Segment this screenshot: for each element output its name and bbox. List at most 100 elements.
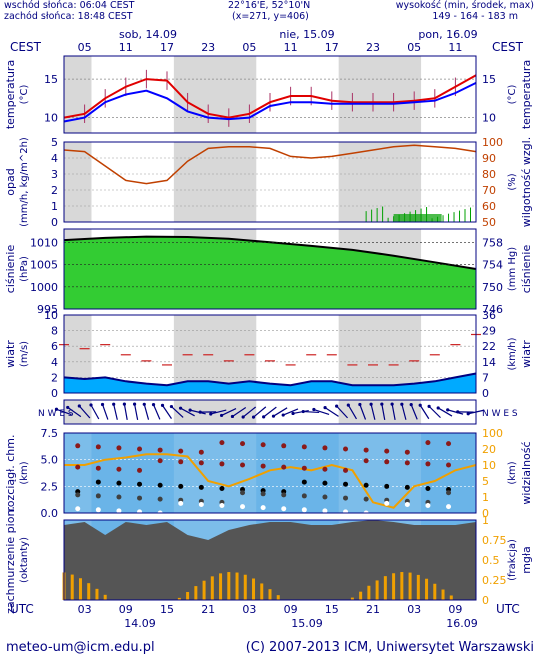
- compass-right: N W E S: [482, 409, 518, 419]
- panel-left-title: rozciągł. chm.: [4, 435, 17, 512]
- wind-kmh-tick: 7: [482, 371, 489, 384]
- panel-right-title: widzialność: [520, 441, 533, 504]
- wind-arrow-head: [446, 408, 450, 412]
- cloud-layer-dot: [137, 467, 143, 473]
- top-hour-label: 11: [448, 41, 462, 54]
- panel-frame: [63, 519, 477, 601]
- wind-arrow-head: [89, 403, 93, 407]
- fog-bar: [70, 574, 74, 600]
- temp-series-line: [63, 74, 477, 119]
- fog-bar: [227, 572, 231, 600]
- wind-arrow-head: [380, 402, 384, 406]
- wind-arrow: [336, 405, 348, 419]
- top-hour-label: 05: [242, 41, 256, 54]
- fog-bar: [375, 580, 379, 600]
- cloud-layer-dot: [178, 483, 184, 489]
- cloud-layer-dot: [95, 465, 101, 471]
- cloud-layer-dot: [198, 501, 204, 507]
- wind-arrow-head: [262, 415, 266, 419]
- panel-right-unit: (km/h): [507, 337, 518, 370]
- wind-arrow: [282, 408, 299, 416]
- wind-arrow-head: [132, 402, 137, 406]
- cloud-layer-dot: [116, 445, 122, 451]
- pressure-tick: 1000: [30, 281, 58, 294]
- bottom-hour-label: 21: [366, 603, 380, 616]
- day-label: pon, 16.09: [418, 28, 477, 41]
- top-hour-label: 23: [201, 41, 215, 54]
- night-band: [338, 142, 422, 222]
- fog-bar: [383, 576, 387, 600]
- bottom-hour-label: 03: [242, 603, 256, 616]
- cloud-layer-dot: [95, 507, 101, 513]
- panel-right-title: temperatura: [520, 60, 533, 129]
- wind-tick: 0: [51, 387, 58, 400]
- wind-arrow-head: [198, 410, 202, 414]
- fog-bar: [186, 592, 190, 600]
- cloud-layer-dot: [322, 445, 328, 451]
- cloud-layer-dot: [219, 503, 225, 509]
- wind-arrow: [78, 405, 91, 419]
- wind-area: [64, 373, 476, 393]
- night-band: [173, 56, 257, 133]
- wind-arrow-head: [77, 404, 81, 408]
- fog-bar: [359, 591, 363, 600]
- precip-tick: 3: [51, 168, 58, 181]
- cloud-layer-dot: [281, 443, 287, 449]
- wind-arrow-head: [400, 402, 404, 406]
- fog-bar: [268, 589, 272, 600]
- cloud-layer-dot: [240, 504, 246, 510]
- wind-arrow: [162, 405, 172, 419]
- wind-arrow-head: [390, 402, 394, 406]
- panel-frame: [63, 314, 477, 394]
- precip-tick: 1: [51, 200, 58, 213]
- fog-tick: 0: [482, 594, 489, 607]
- humidity-tick: 90: [482, 152, 496, 165]
- cloud-layer-dot: [178, 448, 184, 454]
- panel-left-title: zachmurzenie pion.: [4, 506, 17, 614]
- cloud-layer-dot: [95, 479, 101, 485]
- compass-left: N W E S: [38, 409, 74, 419]
- wind-arrow-head: [312, 407, 316, 412]
- cloud-layer-dot: [75, 492, 81, 498]
- cloud-layer-dot: [281, 506, 287, 512]
- visibility-tick: 5: [482, 475, 489, 488]
- wind-arrow-head: [418, 403, 422, 407]
- night-band: [64, 142, 92, 222]
- fog-bar: [95, 588, 99, 600]
- sunset-text: zachód słońca: 18:48 CEST: [4, 11, 133, 22]
- panel-left-unit: (hPa): [19, 256, 30, 282]
- wind-arrow-head: [209, 412, 213, 416]
- wind-arrow-head: [409, 402, 413, 407]
- cloud-layer-dot: [363, 458, 369, 464]
- wind-arrow: [347, 404, 357, 420]
- cloud-layer-dot: [301, 479, 307, 485]
- cloud-layer-dot: [219, 485, 225, 491]
- contact-email[interactable]: meteo-um@icm.edu.pl: [6, 640, 155, 655]
- cloud-layer-dot: [384, 500, 390, 506]
- cloud-layer-dot: [178, 459, 184, 465]
- panel-left-unit: (m/s): [19, 341, 30, 367]
- fog-tick: 0.75: [482, 534, 507, 547]
- wind-arrow: [419, 404, 430, 420]
- wind-arrow-head: [427, 404, 431, 408]
- wind-arrow: [113, 404, 118, 420]
- wind-arrow: [313, 408, 330, 416]
- cloud-layer-dot: [446, 504, 452, 510]
- wind-arrow: [273, 407, 288, 417]
- cloud-layer-dot: [260, 505, 266, 511]
- cloud-layer-dot: [343, 481, 349, 487]
- pressure-tick: 995: [37, 303, 58, 316]
- bottom-date-label: 14.09: [124, 617, 156, 630]
- cloud-layer-dot: [404, 484, 410, 490]
- wind-arrow: [221, 408, 237, 416]
- cloud-height-tick: 5.0: [41, 454, 59, 467]
- fog-tick: 0.25: [482, 574, 507, 587]
- bottom-hour-label: 03: [78, 603, 92, 616]
- panel-frame: [63, 228, 477, 310]
- wind-arrow: [437, 407, 453, 417]
- cloud-layer-dot: [240, 441, 246, 447]
- wind-tick: 4: [51, 356, 58, 369]
- wind-arrow-head: [112, 402, 116, 406]
- cloud-layer-dot: [137, 509, 143, 515]
